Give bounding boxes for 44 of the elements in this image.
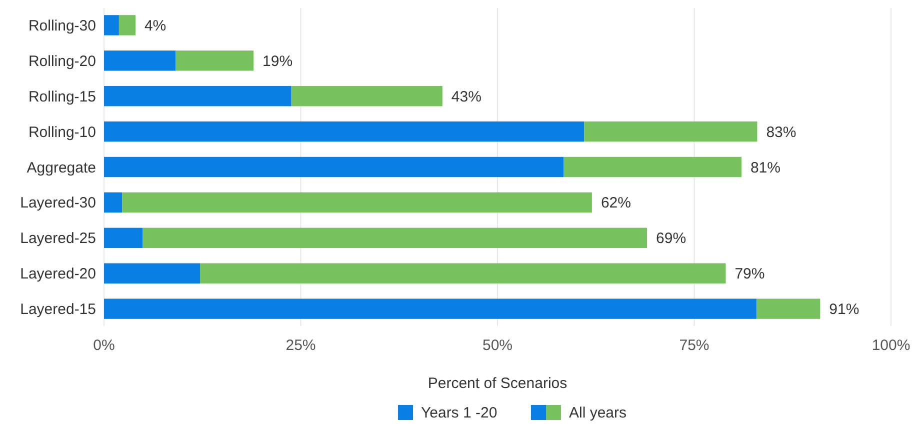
- bar: [104, 50, 176, 71]
- bar: [104, 263, 200, 284]
- total-label: 83%: [766, 124, 796, 141]
- bar: [104, 298, 756, 319]
- total-label: 81%: [750, 159, 780, 176]
- total-label: 43%: [451, 88, 482, 106]
- y-tick-label: Rolling-20: [28, 52, 96, 70]
- legend-label: All years: [569, 404, 627, 422]
- y-tick-label: Layered-15: [20, 301, 96, 318]
- y-tick-label: Layered-25: [20, 230, 96, 248]
- y-tick-label: Layered-20: [20, 266, 96, 283]
- x-tick-label: 75%: [679, 337, 710, 354]
- bar: [104, 86, 292, 106]
- total-label: 91%: [829, 301, 860, 318]
- y-tick-label: Layered-30: [20, 194, 96, 212]
- y-tick-label: Rolling-15: [28, 88, 96, 106]
- bar: [104, 15, 119, 36]
- bar: [104, 121, 584, 142]
- bar: [756, 298, 820, 319]
- bar: [142, 228, 648, 248]
- total-label: 62%: [600, 194, 631, 212]
- x-axis-title: Percent of Scenarios: [428, 375, 568, 392]
- bar: [118, 15, 136, 36]
- x-tick-label: 25%: [286, 337, 316, 354]
- bar: [584, 121, 758, 142]
- bar: [104, 192, 122, 213]
- x-tick-label: 50%: [482, 337, 513, 354]
- bar: [104, 156, 564, 178]
- bar: [122, 192, 592, 213]
- bar: [200, 263, 726, 284]
- y-tick-label: Rolling-30: [28, 17, 96, 34]
- bar: [104, 228, 143, 248]
- y-tick-label: Aggregate: [26, 159, 96, 176]
- legend-label: Years 1 -20: [421, 404, 498, 422]
- total-label: 19%: [262, 52, 293, 70]
- y-tick-label: Rolling-10: [28, 124, 96, 141]
- x-tick-label: 0%: [93, 337, 115, 354]
- x-tick-label: 100%: [872, 337, 910, 354]
- total-label: 79%: [734, 266, 765, 283]
- bar: [291, 86, 442, 106]
- bar: [564, 156, 742, 178]
- total-label: 69%: [656, 230, 686, 248]
- total-label: 4%: [144, 17, 166, 34]
- bar: [176, 50, 254, 71]
